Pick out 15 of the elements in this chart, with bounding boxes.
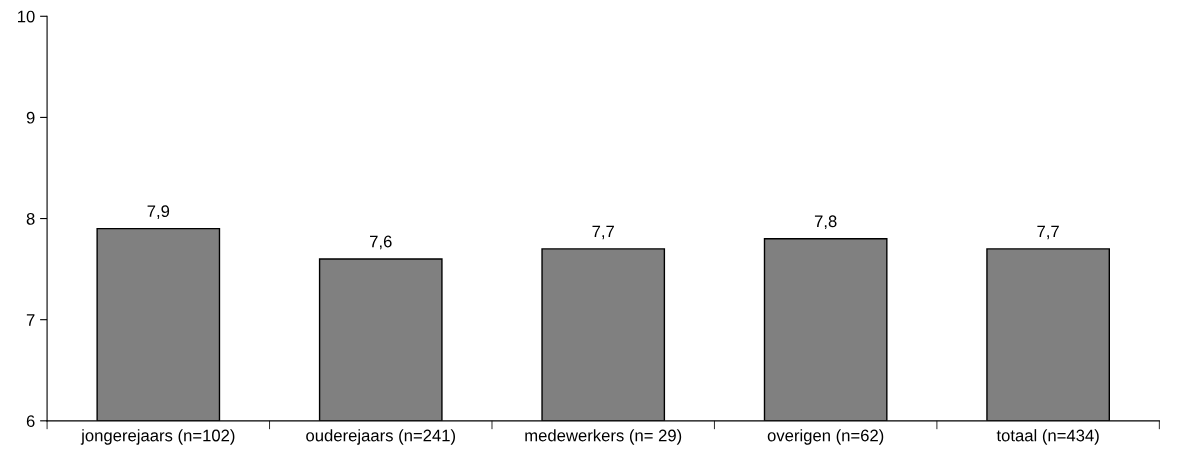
x-tick-label: medewerkers (n= 29) bbox=[525, 429, 682, 445]
y-tick-label: 6 bbox=[26, 415, 35, 428]
x-tick-label: totaal (n=434) bbox=[996, 429, 1099, 445]
y-tick-label: 8 bbox=[26, 212, 35, 225]
x-tick-label: jongerejaars (n=102) bbox=[80, 429, 235, 445]
y-tick-label: 9 bbox=[26, 111, 35, 124]
data-label: 7,6 bbox=[370, 235, 392, 250]
y-tick-label: 7 bbox=[26, 314, 35, 326]
y-tick-label: 10 bbox=[18, 10, 35, 23]
data-label: 7,9 bbox=[147, 205, 170, 219]
x-tick-label: overigen (n=62) bbox=[767, 429, 884, 445]
data-label: 7,7 bbox=[592, 225, 614, 240]
data-label: 7,8 bbox=[814, 215, 837, 230]
data-label: 7,7 bbox=[1037, 225, 1059, 240]
x-tick-label: ouderejaars (n=241) bbox=[306, 429, 456, 445]
